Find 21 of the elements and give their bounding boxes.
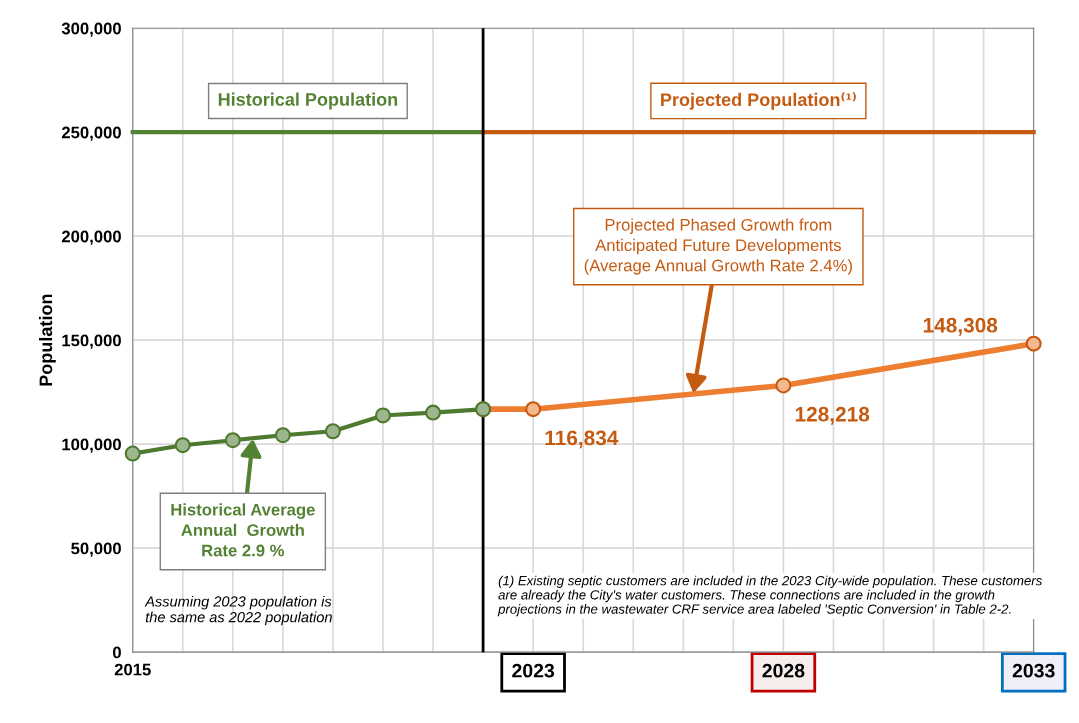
y-tick-label: 50,000 <box>71 542 121 557</box>
y-tick-label: 0 <box>113 646 121 659</box>
x-tick-label: 2033 <box>1012 663 1055 678</box>
x-tick-label: 2023 <box>512 663 555 678</box>
series-label: Historical Population <box>218 92 398 110</box>
series-label: Projected Population⁽¹⁾ <box>661 92 856 110</box>
annotation: Historical Average Annual Growth Rate 2.9 % <box>171 503 315 557</box>
data-label: 116,834 <box>545 430 619 449</box>
data-label: 128,218 <box>795 406 870 425</box>
data-label: 148,308 <box>923 317 998 336</box>
annotation: (1) Existing septic customers are included in the 2023 City-wide population. These customers are already the City's water customers. These connections are included in the growth projections in the wastewater CRF service area labeled 'Septic Conversion' in Table 2-2. <box>497 575 1043 617</box>
annotation: Assuming 2023 population is the same as 2022 population <box>144 595 332 626</box>
y-tick-label: 200,000 <box>61 230 121 245</box>
y-axis-title: Population <box>38 294 56 386</box>
x-tick-label: 2015 <box>114 663 151 676</box>
y-tick-label: 100,000 <box>62 438 121 453</box>
y-tick-label: 250,000 <box>61 126 121 141</box>
annotation: Projected Phased Growth from Anticipated Future Developments (Average Annual Growth Rate 2.4%) <box>584 218 852 275</box>
y-tick-label: 300,000 <box>61 22 121 37</box>
y-tick-label: 150,000 <box>62 334 121 349</box>
x-tick-label: 2028 <box>762 663 805 678</box>
